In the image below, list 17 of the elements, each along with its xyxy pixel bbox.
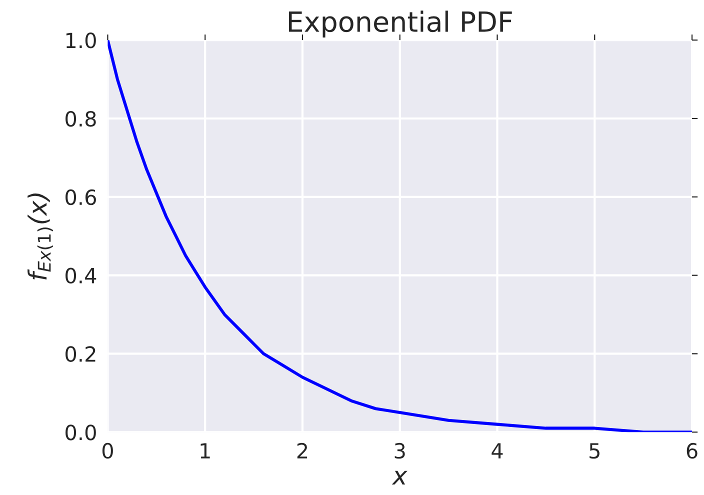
chart-title: Exponential PDF	[288, 10, 512, 38]
y-axis-title: f$_{Ex(1)}$(x)	[28, 194, 53, 280]
x-tick-label: 5	[590, 443, 600, 459]
y-tick-label: 0.6	[66, 189, 96, 206]
y-tick-label: 0.0	[66, 424, 96, 440]
x-tick-label: 4	[492, 443, 503, 458]
y-tick-label: 1.0	[66, 32, 96, 48]
x-tick-label: 2	[297, 442, 308, 458]
line-series	[108, 40, 692, 432]
x-tick-label: 0	[102, 442, 113, 459]
x-tick-label: 3	[394, 442, 405, 459]
y-tick-label: 0.2	[66, 346, 96, 362]
y-tick-label: 0.8	[66, 110, 96, 127]
x-tick-label: 1	[200, 443, 210, 458]
x-axis-title: x	[392, 470, 408, 484]
y-tick-label: 0.4	[66, 268, 96, 284]
x-tick-label: 6	[686, 442, 698, 459]
